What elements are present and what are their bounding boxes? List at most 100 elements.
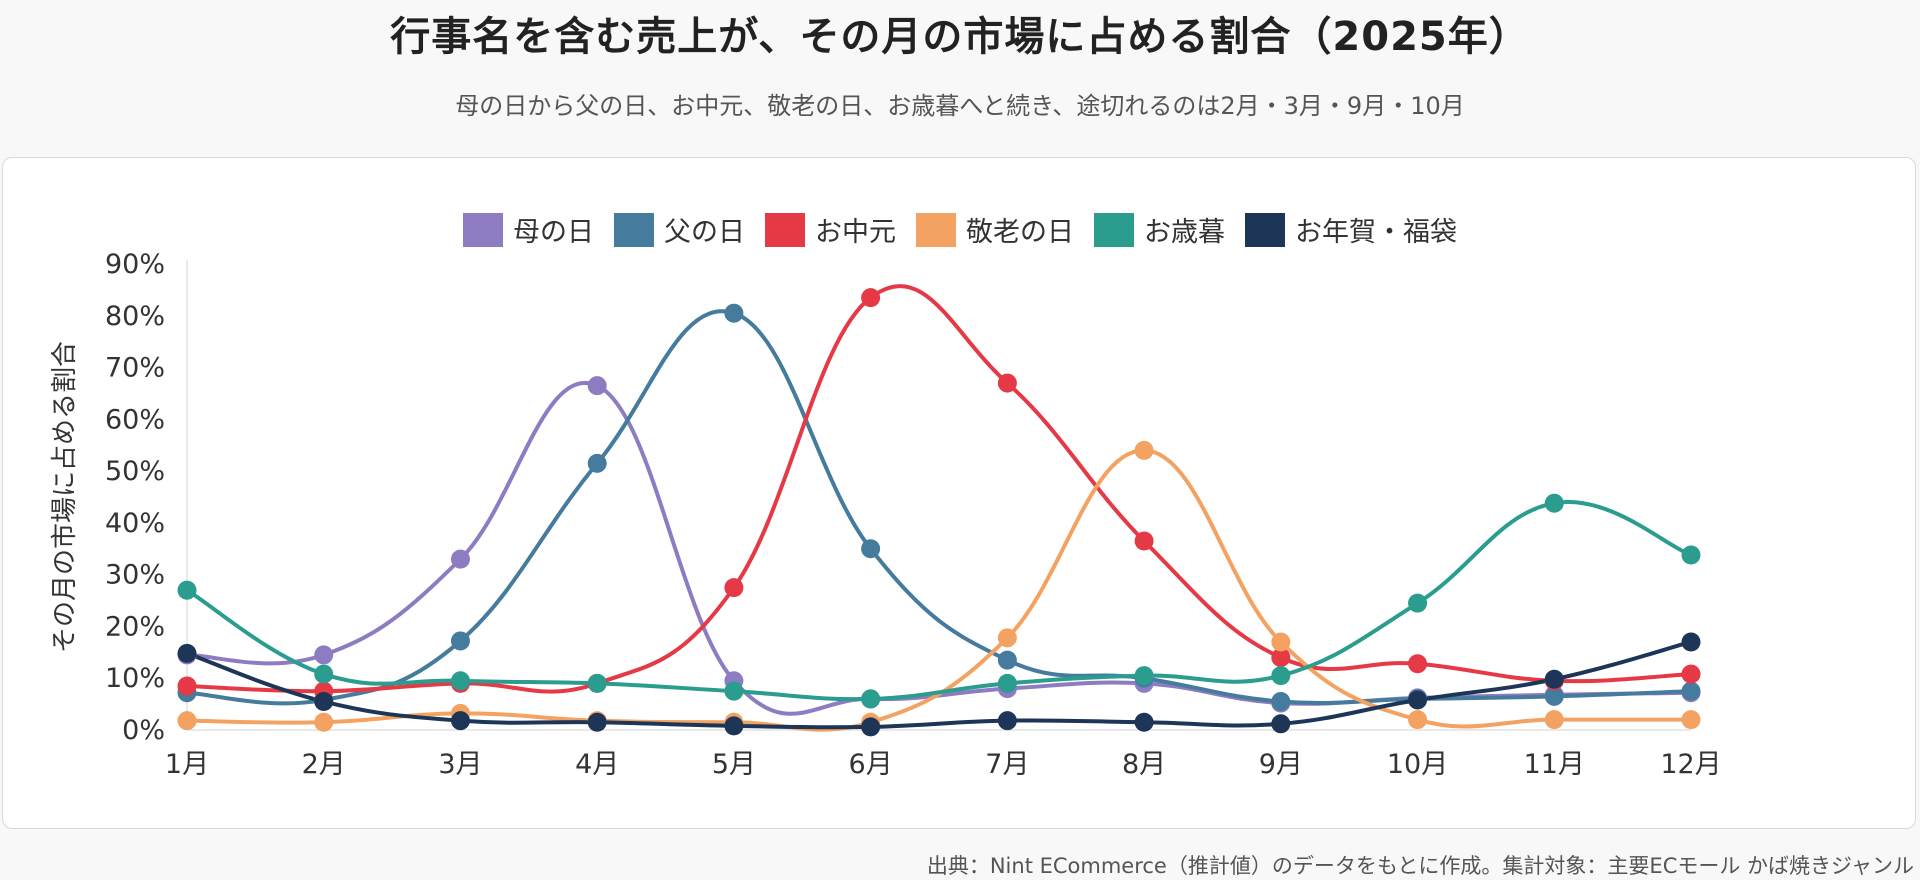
y-axis-label: その月の市場に占める割合 [50, 341, 80, 653]
data-point [1134, 440, 1154, 460]
legend-label: お歳暮 [1144, 217, 1225, 248]
x-tick-label: 7月 [985, 749, 1029, 780]
chart-card: 0% 10% 20% 30% 40% 50% 60% 70% 80% 90% 1月 2月 3月 4月 5月 6… [2, 157, 1916, 829]
legend-label: 敬老の日 [966, 217, 1074, 248]
y-tick-label: 70% [105, 353, 165, 384]
legend-label: 母の日 [513, 217, 594, 248]
x-tick-label: 1月 [165, 749, 209, 780]
series-line-0 [185, 381, 1693, 716]
y-tick-label: 40% [105, 508, 165, 539]
legend-label: お中元 [815, 217, 896, 248]
data-point [1408, 593, 1428, 613]
data-point [1681, 710, 1701, 730]
x-tick-label: 6月 [849, 749, 893, 780]
data-point [1408, 710, 1428, 730]
chart-subtitle: 母の日から父の日、お中元、敬老の日、お歳暮へと続き、途切れるのは2月・3月・9月… [455, 92, 1465, 120]
y-tick-label: 80% [105, 301, 165, 332]
series-points [177, 288, 1701, 737]
legend-item: お中元 [765, 213, 896, 248]
data-point [861, 288, 881, 308]
y-tick-label: 50% [105, 456, 165, 487]
data-point [724, 303, 744, 323]
legend-item: 母の日 [463, 213, 594, 248]
data-point [314, 692, 334, 712]
data-point [177, 676, 197, 696]
y-tick-label: 0% [122, 715, 165, 746]
data-point [1271, 666, 1291, 686]
data-point [1544, 686, 1564, 706]
legend-swatch [1094, 213, 1134, 247]
data-point [1134, 666, 1154, 686]
data-point [1271, 714, 1291, 734]
data-point [450, 671, 470, 691]
x-tick-label: 5月 [712, 749, 756, 780]
data-point [1271, 648, 1291, 668]
x-tick-label: 12月 [1660, 749, 1721, 780]
data-point [450, 711, 470, 731]
legend-item: 敬老の日 [916, 213, 1074, 248]
data-point [1544, 710, 1564, 730]
x-tick-label: 3月 [438, 749, 482, 780]
y-tick-label: 20% [105, 611, 165, 642]
data-point [1271, 692, 1291, 712]
x-tick-label: 8月 [1122, 749, 1166, 780]
data-point [1408, 654, 1428, 674]
series-line-4 [185, 500, 1693, 702]
data-point [1134, 531, 1154, 551]
legend-item: お歳暮 [1094, 213, 1225, 248]
data-point [861, 717, 881, 737]
data-point [314, 712, 334, 732]
chart-title: 行事名を含む売上が、その月の市場に占める割合（2025年） [390, 14, 1530, 60]
series-line-5 [185, 639, 1693, 730]
data-point [1544, 669, 1564, 689]
y-tick-label: 60% [105, 404, 165, 435]
x-tick-label: 10月 [1387, 749, 1448, 780]
data-point [997, 650, 1017, 670]
y-tick-label: 30% [105, 560, 165, 591]
x-tick-label: 4月 [575, 749, 619, 780]
data-point [1408, 690, 1428, 710]
data-point [997, 628, 1017, 648]
data-point [724, 578, 744, 598]
data-point [314, 645, 334, 665]
legend-swatch [765, 213, 805, 247]
legend-swatch [614, 213, 654, 247]
series-line-2 [185, 284, 1693, 694]
legend-swatch [1245, 213, 1285, 247]
x-tick-label: 2月 [302, 749, 346, 780]
data-point [1271, 632, 1291, 652]
y-tick-label: 10% [105, 663, 165, 694]
legend-item: 父の日 [614, 213, 745, 248]
data-point [1134, 712, 1154, 732]
legend: 母の日 父の日 お中元 敬老の日 お歳暮 お年賀・福袋 [463, 213, 1457, 248]
data-point [997, 711, 1017, 731]
data-point [177, 643, 197, 663]
x-tick-label: 11月 [1524, 749, 1585, 780]
data-point [450, 549, 470, 569]
source-note: 出典：Nint ECommerce（推計値）のデータをもとに作成。集計対象：主要… [926, 854, 1914, 878]
x-tick-label: 9月 [1259, 749, 1303, 780]
data-point [997, 673, 1017, 693]
data-point [177, 711, 197, 731]
data-point [450, 631, 470, 651]
data-point [587, 673, 607, 693]
legend-swatch [463, 213, 503, 247]
line-chart: 0% 10% 20% 30% 40% 50% 60% 70% 80% 90% 1月 2月 3月 4月 5月 6… [50, 213, 1722, 780]
data-point [314, 664, 334, 684]
data-point [724, 716, 744, 736]
data-point [1681, 664, 1701, 684]
data-point [1681, 681, 1701, 701]
y-tick-label: 90% [105, 249, 165, 280]
series-lines [185, 284, 1693, 732]
data-point [997, 373, 1017, 393]
data-point [587, 376, 607, 396]
data-point [587, 453, 607, 473]
legend-item: お年賀・福袋 [1245, 213, 1457, 248]
data-point [724, 681, 744, 701]
data-point [177, 580, 197, 600]
data-point [861, 539, 881, 559]
legend-label: 父の日 [664, 217, 745, 248]
data-point [587, 712, 607, 732]
data-point [861, 689, 881, 709]
data-point [1681, 545, 1701, 565]
